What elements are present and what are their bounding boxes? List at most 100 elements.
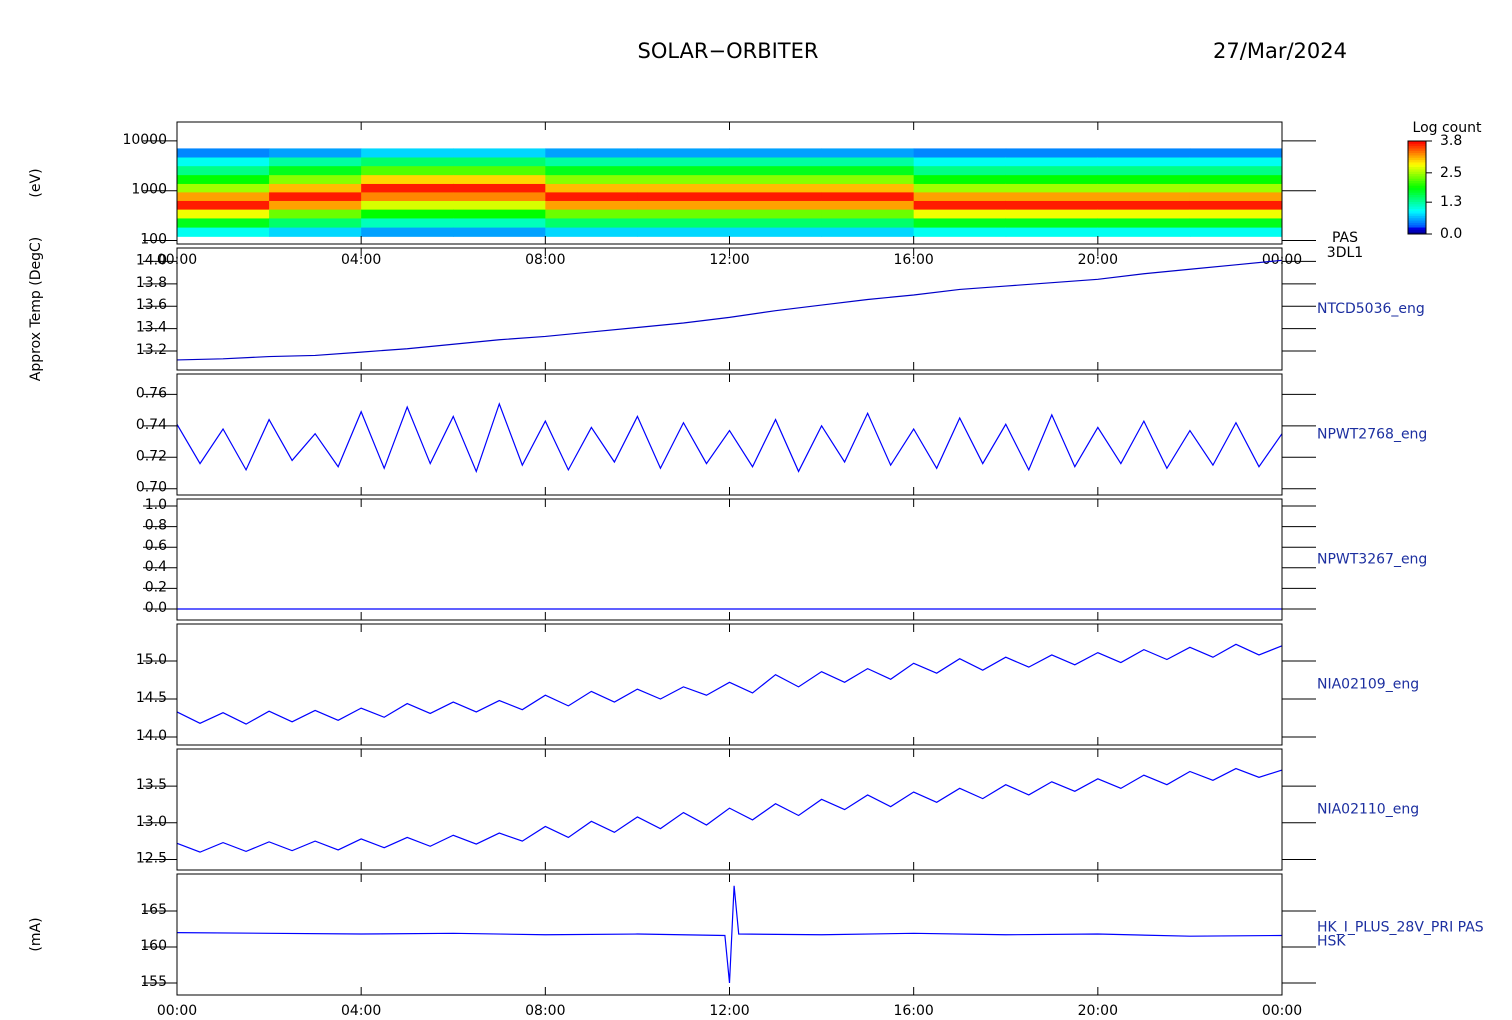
x-tick-label: 00:00 [1262, 1003, 1302, 1019]
colorbar-title: Log count [1413, 120, 1482, 136]
heatmap-cell [821, 191, 915, 201]
heatmap-cell [1005, 227, 1099, 237]
heatmap-cell [453, 217, 546, 228]
heatmap-cell [637, 209, 730, 219]
x-tick-label: 08:00 [525, 1003, 565, 1019]
heatmap-cell [637, 165, 730, 176]
colorbar-swatch [1408, 157, 1426, 161]
heatmap-cell [545, 148, 638, 158]
line [176, 643, 1283, 725]
heatmap-cell [177, 174, 270, 184]
heatmap-cell [453, 200, 546, 210]
heatmap-cell [545, 165, 638, 176]
colorbar-swatch [1408, 227, 1426, 230]
x-tick-label: 16:00 [893, 252, 933, 268]
y-tick-label: 160 [140, 938, 167, 954]
colorbar-swatch [1408, 208, 1426, 212]
y-tick-label: 10000 [122, 132, 167, 148]
heatmap-cell [637, 183, 730, 193]
heatmap-cell [453, 165, 546, 176]
y-tick-label: 14.0 [136, 252, 167, 268]
heatmap-cell [1189, 156, 1283, 167]
x-tick-label: 16:00 [893, 1003, 933, 1019]
heatmap-cell [729, 217, 823, 228]
colorbar-swatch [1408, 164, 1426, 168]
colorbar-swatch [1408, 143, 1426, 147]
heatmap-cell [821, 227, 915, 237]
heatmap-cell [453, 209, 546, 219]
y-tick-label: 0.74 [136, 417, 167, 433]
heatmap-cell [913, 217, 1007, 228]
side-label: NTCD5036_eng [1317, 301, 1425, 317]
colorbar-swatch [1408, 224, 1426, 228]
colorbar-swatch [1408, 166, 1426, 170]
heatmap-cell [1097, 191, 1191, 201]
side-label: NIA02110_eng [1317, 802, 1419, 818]
heatmap-cell [361, 191, 454, 201]
colorbar-swatch [1408, 147, 1426, 151]
panel-frame [176, 623, 1283, 746]
x-tick-label: 20:00 [1078, 1003, 1118, 1019]
heatmap-cell [821, 183, 915, 193]
heatmap-cell [1189, 174, 1283, 184]
heatmap-cell [729, 209, 823, 219]
heatmap-cell [1097, 165, 1191, 176]
heatmap-cell [637, 148, 730, 158]
colorbar-swatch [1408, 154, 1426, 158]
heatmap-cell [545, 200, 638, 210]
heatmap-cell [269, 156, 362, 167]
heatmap-cell [269, 191, 362, 201]
heatmap-cell [821, 165, 915, 176]
side-label: 3DL1 [1327, 245, 1363, 261]
heatmap-cell [269, 174, 362, 184]
y-tick-label: 13.5 [136, 777, 167, 793]
y-tick-label: 14.0 [136, 728, 167, 744]
heatmap-cell [1189, 200, 1283, 210]
heatmap-cell [453, 174, 546, 184]
y-tick-label: 13.4 [136, 320, 167, 336]
heatmap-cell [729, 191, 823, 201]
y-tick-label: 13.8 [136, 275, 167, 291]
heatmap-cell [821, 148, 915, 158]
heatmap-cell [729, 227, 823, 237]
colorbar-swatch [1408, 145, 1426, 149]
colorbar-swatch [1408, 206, 1426, 209]
heatmap-cell [269, 148, 362, 158]
heatmap-cell [177, 156, 270, 167]
heatmap-cell [361, 217, 454, 228]
heatmap-cell [1189, 227, 1283, 237]
heatmap-cell [821, 174, 915, 184]
y-tick-label: 155 [140, 974, 167, 990]
y-tick-label: 0.70 [136, 480, 167, 496]
heatmap-cell [913, 191, 1007, 201]
heatmap-cell [1097, 156, 1191, 167]
x-tick-label: 04:00 [341, 252, 381, 268]
heatmap-cell [729, 156, 823, 167]
colorbar-swatch [1408, 150, 1426, 154]
x-tick-label: 12:00 [709, 1003, 749, 1019]
heatmap-cell [1005, 209, 1099, 219]
heatmap-cell [545, 227, 638, 237]
heatmap-cell [913, 209, 1007, 219]
heatmap-cell [913, 183, 1007, 193]
heatmap-cell [821, 217, 915, 228]
heatmap-cell [453, 183, 546, 193]
heatmap-cell [821, 156, 915, 167]
heatmap-cell [361, 156, 454, 167]
heatmap-cell [361, 227, 454, 237]
heatmap-cell [821, 209, 915, 219]
heatmap-cell [637, 217, 730, 228]
y-tick-label: 0.4 [145, 559, 167, 575]
colorbar-tick-label: 0.0 [1440, 226, 1462, 242]
heatmap-cell [361, 148, 454, 158]
heatmap-cell [1097, 183, 1191, 193]
colorbar-swatch [1408, 215, 1426, 219]
colorbar-swatch [1408, 194, 1426, 198]
panel-frame [176, 748, 1283, 871]
heatmap-cell [545, 156, 638, 167]
side-label: NPWT3267_eng [1317, 552, 1427, 568]
colorbar-swatch [1408, 222, 1426, 226]
heatmap-cell [913, 165, 1007, 176]
heatmap-cell [637, 200, 730, 210]
